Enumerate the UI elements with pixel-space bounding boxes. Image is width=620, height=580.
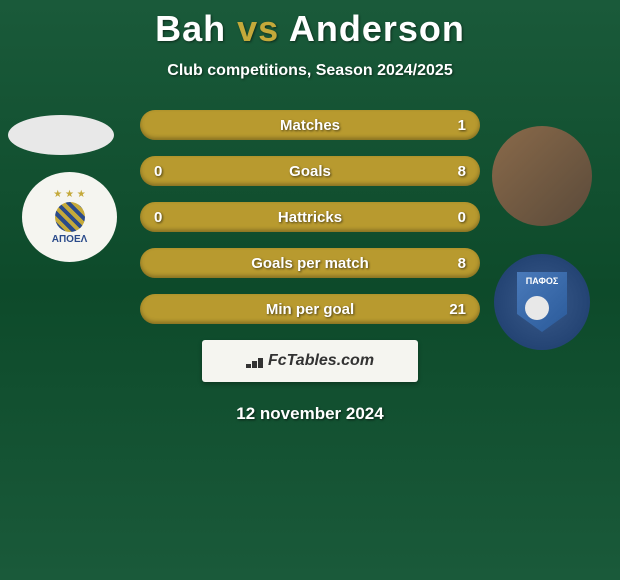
subtitle: Club competitions, Season 2024/2025: [0, 62, 620, 80]
player2-name: Anderson: [289, 8, 465, 49]
footer-logo-box: FcTables.com: [202, 340, 418, 382]
page-title: Bah vs Anderson: [0, 0, 620, 50]
stat-right-value: 1: [458, 117, 466, 134]
stat-left-value: 0: [154, 209, 162, 226]
logo-text: FcTables.com: [268, 352, 374, 369]
stat-row-hattricks: 0 Hattricks 0: [140, 202, 480, 232]
stat-right-value: 8: [458, 255, 466, 272]
player1-name: Bah: [155, 8, 226, 49]
stat-right-value: 0: [458, 209, 466, 226]
date-text: 12 november 2024: [0, 404, 620, 424]
chart-icon: [246, 354, 264, 368]
player1-avatar: [8, 115, 114, 155]
stat-row-mpg: Min per goal 21: [140, 294, 480, 324]
stat-row-matches: Matches 1: [140, 110, 480, 140]
stat-row-goals: 0 Goals 8: [140, 156, 480, 186]
stars-icon: ★ ★ ★: [53, 189, 85, 200]
vs-text: vs: [237, 8, 279, 49]
club1-name: ΑΠΟΕΛ: [52, 234, 88, 245]
player1-club-badge: ★ ★ ★ ΑΠΟΕΛ: [22, 172, 117, 262]
player2-club-badge: ΠΑΦΟΣ: [494, 254, 590, 350]
stats-container: Matches 1 0 Goals 8 0 Hattricks 0 Goals …: [140, 110, 480, 324]
stat-right-value: 21: [449, 301, 466, 318]
stat-right-value: 8: [458, 163, 466, 180]
stat-label: Matches: [280, 117, 340, 134]
stat-left-value: 0: [154, 163, 162, 180]
stat-label: Goals: [289, 163, 331, 180]
stat-label: Goals per match: [251, 255, 369, 272]
ball-icon: [55, 202, 85, 232]
shield-icon: ΠΑΦΟΣ: [517, 272, 567, 332]
player2-avatar: [492, 126, 592, 226]
stat-label: Hattricks: [278, 209, 342, 226]
club2-name: ΠΑΦΟΣ: [517, 276, 567, 286]
stat-row-gpm: Goals per match 8: [140, 248, 480, 278]
stat-label: Min per goal: [266, 301, 354, 318]
fctables-logo: FcTables.com: [246, 352, 374, 370]
